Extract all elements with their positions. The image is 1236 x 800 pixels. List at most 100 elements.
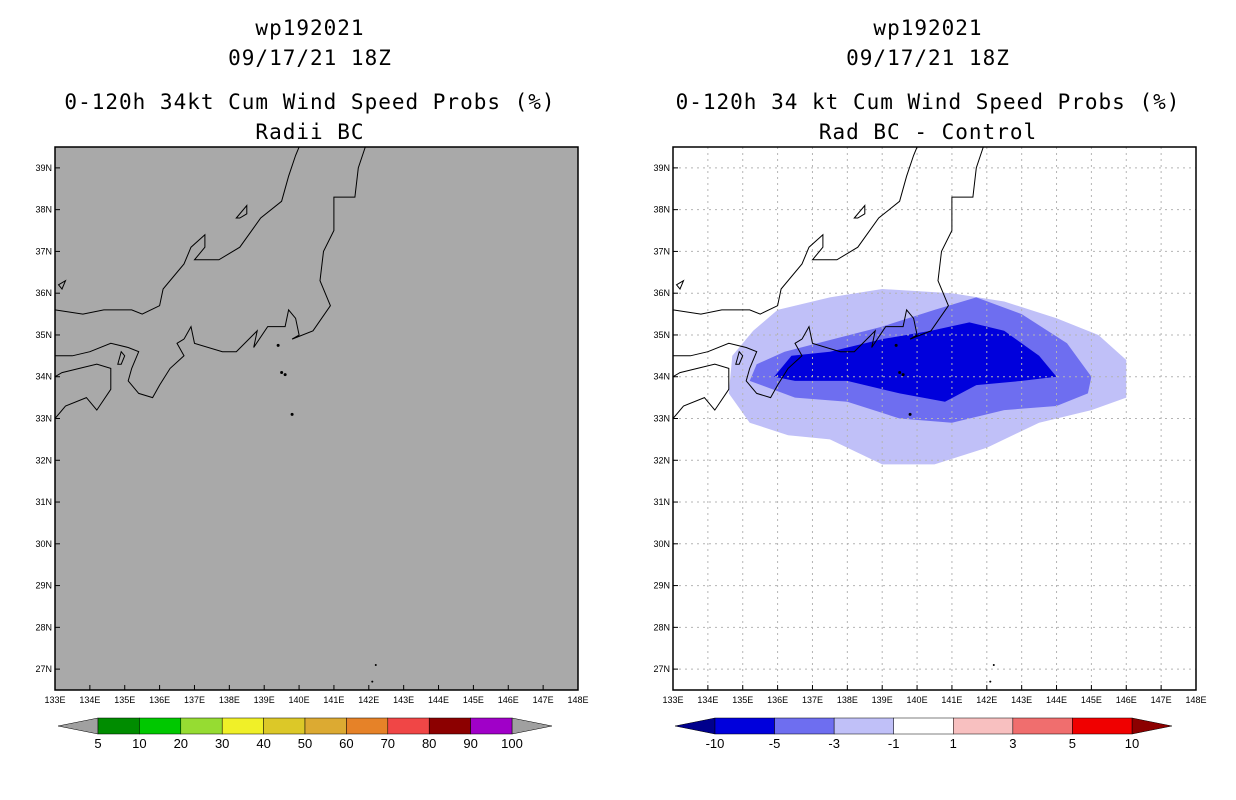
island-awaji	[735, 350, 744, 365]
x-tick-label: 138E	[837, 695, 858, 705]
colorbar-label: 3	[1009, 736, 1016, 751]
y-tick-label: 27N	[35, 664, 52, 674]
map-background	[55, 147, 578, 690]
colorbar-label: 5	[1069, 736, 1076, 751]
x-tick-label: 141E	[941, 695, 962, 705]
y-tick-label: 34N	[35, 372, 52, 382]
colorbar-label: 70	[381, 736, 395, 751]
x-tick-label: 138E	[219, 695, 240, 705]
island-izu	[290, 412, 294, 416]
y-tick-label: 36N	[653, 288, 670, 298]
colorbar-segment	[833, 717, 894, 735]
y-tick-label: 31N	[35, 497, 52, 507]
colorbar-segment	[387, 717, 430, 735]
colorbar-segment	[774, 717, 835, 735]
x-tick-label: 135E	[732, 695, 753, 705]
x-tick-label: 136E	[149, 695, 170, 705]
y-tick-label: 36N	[35, 288, 52, 298]
x-tick-label: 137E	[184, 695, 205, 705]
left-title-line-3: 0-120h 34kt Cum Wind Speed Probs (%)	[64, 90, 556, 114]
island-bonin	[992, 663, 995, 666]
colorbar-segment	[263, 717, 306, 735]
colorbar-segment	[893, 717, 954, 735]
y-tick-label: 30N	[653, 539, 670, 549]
island-izu	[908, 412, 912, 416]
x-tick-label: 133E	[662, 695, 683, 705]
x-tick-label: 137E	[802, 695, 823, 705]
colorbar-segment	[346, 717, 389, 735]
map-content	[55, 147, 377, 683]
x-tick-label: 145E	[1081, 695, 1102, 705]
island-sado	[853, 204, 866, 219]
left-title-line-2: 09/17/21 18Z	[228, 46, 392, 70]
colorbar-label: 1	[950, 736, 957, 751]
x-tick-label: 146E	[498, 695, 519, 705]
island-bonin	[989, 680, 992, 683]
right-title-line-2: 09/17/21 18Z	[846, 46, 1010, 70]
x-tick-label: 147E	[533, 695, 554, 705]
y-tick-label: 39N	[35, 163, 52, 173]
contour-2	[774, 322, 1057, 402]
island-izu	[283, 373, 287, 377]
colorbar-segment	[428, 717, 471, 735]
coastline-honshu-east	[183, 147, 366, 353]
colorbar-segment	[1012, 717, 1073, 735]
island-izu	[894, 343, 898, 347]
x-tick-label: 135E	[114, 695, 135, 705]
y-tick-label: 35N	[653, 330, 670, 340]
y-tick-label: 39N	[653, 163, 670, 173]
y-tick-label: 32N	[35, 455, 52, 465]
island-izu	[898, 371, 902, 375]
colorbar-segment	[1072, 717, 1133, 735]
x-tick-label: 139E	[872, 695, 893, 705]
colorbar-label: 20	[174, 736, 188, 751]
map-content	[673, 147, 1196, 690]
y-tick-label: 28N	[653, 622, 670, 632]
x-tick-label: 143E	[1011, 695, 1032, 705]
colorbar-label: 90	[463, 736, 477, 751]
coastline-shikoku	[55, 363, 112, 419]
colorbar-arrow-left	[57, 717, 99, 735]
x-tick-label: 144E	[1046, 695, 1067, 705]
colorbar-label: 30	[215, 736, 229, 751]
y-tick-label: 32N	[653, 455, 670, 465]
colorbar-label: 100	[501, 736, 523, 751]
x-tick-label: 140E	[289, 695, 310, 705]
colorbar-segment	[180, 717, 223, 735]
x-tick-label: 142E	[358, 695, 379, 705]
panel-right-panel: 133E 134E 135E 136E 137E 138E 139E 140E 141E 142E…	[653, 146, 1207, 751]
x-tick-label: 148E	[1185, 695, 1206, 705]
y-tick-label: 34N	[653, 372, 670, 382]
y-tick-label: 30N	[35, 539, 52, 549]
colorbar-label: 50	[298, 736, 312, 751]
y-tick-label: 37N	[653, 246, 670, 256]
island-izu	[901, 373, 905, 377]
y-tick-label: 27N	[653, 664, 670, 674]
colorbar-label: -3	[828, 736, 840, 751]
island-izu	[280, 371, 284, 375]
island-bonin	[374, 663, 377, 666]
colorbar-label: 80	[422, 736, 436, 751]
colorbar-arrow-left	[674, 717, 716, 735]
colorbar-segment	[304, 717, 347, 735]
colorbar-label: -1	[888, 736, 900, 751]
colorbar-segment	[139, 717, 182, 735]
colorbar-label: -10	[706, 736, 725, 751]
x-tick-label: 134E	[79, 695, 100, 705]
colorbar-arrow-right	[1131, 717, 1173, 735]
y-tick-label: 37N	[35, 246, 52, 256]
y-tick-label: 29N	[35, 581, 52, 591]
x-tick-label: 140E	[907, 695, 928, 705]
island-oki	[57, 279, 67, 290]
x-tick-label: 136E	[767, 695, 788, 705]
colorbar-label: 10	[132, 736, 146, 751]
island-bonin	[371, 680, 374, 683]
coastline-honshu-west	[55, 147, 300, 315]
y-tick-label: 33N	[35, 414, 52, 424]
left-title-line-1: wp192021	[255, 16, 365, 40]
colorbar-segment	[221, 717, 264, 735]
coastline-kii	[55, 338, 185, 399]
x-tick-label: 147E	[1151, 695, 1172, 705]
right-title-line-3: 0-120h 34 kt Cum Wind Speed Probs (%)	[675, 90, 1181, 114]
